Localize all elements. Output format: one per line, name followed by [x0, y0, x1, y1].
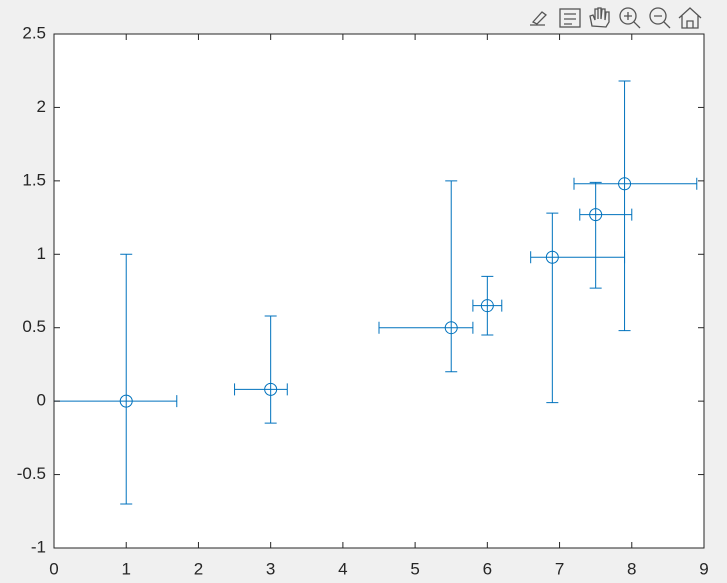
x-tick-label: 6	[483, 559, 492, 578]
y-tick-label: 2.5	[22, 23, 46, 42]
y-tick-label: 2	[37, 97, 46, 116]
y-tick-label: 1	[37, 244, 46, 263]
x-tick-label: 8	[627, 559, 636, 578]
marker	[444, 321, 458, 335]
toolbar	[530, 7, 702, 29]
y-tick-label: 0	[37, 391, 46, 410]
x-tick-label: 7	[555, 559, 564, 578]
y-error-bar	[546, 212, 559, 404]
y-tick-label: 1.5	[22, 170, 46, 189]
x-tick-label: 9	[699, 559, 708, 578]
x-error-bar	[472, 299, 503, 312]
marker	[545, 250, 559, 264]
plot-area	[54, 34, 704, 548]
data-layer	[54, 80, 698, 505]
marker	[480, 299, 494, 313]
y-tick-label: 0.5	[22, 317, 46, 336]
x-tick-label: 3	[266, 559, 275, 578]
zoom-in-tool[interactable]	[619, 7, 641, 29]
home-tool[interactable]	[678, 7, 702, 29]
y-error-bar	[589, 181, 602, 289]
brush-tool[interactable]	[530, 11, 547, 26]
x-tick-label: 2	[194, 559, 203, 578]
zoom-out-tool[interactable]	[649, 7, 671, 29]
x-tick-label: 0	[49, 559, 58, 578]
y-error-bar	[264, 315, 277, 424]
y-tick-label: -1	[31, 537, 46, 556]
pan-tool[interactable]	[589, 7, 610, 28]
y-tick-label: -0.5	[17, 464, 46, 483]
datatip-tool[interactable]	[559, 8, 581, 28]
marker	[618, 177, 632, 191]
x-error-bar	[579, 208, 633, 221]
x-error-bar	[573, 177, 698, 190]
x-tick-label: 4	[338, 559, 347, 578]
marker	[589, 208, 603, 222]
y-error-bar	[618, 80, 631, 332]
marker	[119, 394, 133, 408]
y-error-bar	[120, 253, 133, 505]
x-error-bar	[234, 383, 288, 396]
x-tick-label: 1	[121, 559, 130, 578]
axes-box	[53, 33, 705, 549]
marker	[264, 382, 278, 396]
x-tick-label: 5	[410, 559, 419, 578]
y-error-bar	[445, 180, 458, 373]
x-error-bar	[54, 395, 178, 408]
